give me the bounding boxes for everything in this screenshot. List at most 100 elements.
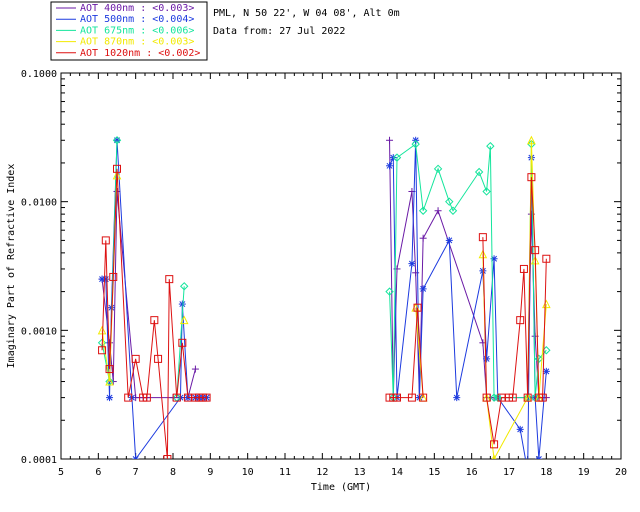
x-tick-label: 19 [578, 467, 590, 478]
x-tick-label: 11 [279, 467, 291, 478]
y-axis-label: Imaginary Part of Refractive Index [6, 164, 17, 369]
square-marker [482, 393, 491, 402]
y-tick-label: 0.0010 [21, 326, 57, 337]
series-line [389, 143, 547, 399]
y-axis: 0.1000 0.0100 0.0010 0.0001 [21, 69, 621, 466]
square-marker [490, 440, 499, 449]
square-marker [109, 272, 118, 281]
x-tick-label: 18 [540, 467, 552, 478]
data-date-text: Data from: 27 Jul 2022 [213, 26, 345, 37]
star-marker [483, 355, 491, 363]
plus-marker [191, 365, 199, 373]
plus-marker [386, 136, 394, 144]
x-tick-label: 10 [242, 467, 254, 478]
site-location-text: PML, N 50 22', W 04 08', Alt 0m [213, 8, 400, 19]
triangle-marker [97, 325, 107, 335]
star-marker [524, 468, 531, 475]
star-marker [408, 260, 416, 268]
legend-entry: AOT 675nm : <0.006> [80, 25, 194, 36]
legend-entry: AOT 870nm : <0.003> [80, 37, 194, 48]
diamond-marker [486, 141, 495, 151]
star-marker [419, 285, 427, 293]
y-tick-label: 0.0001 [21, 455, 57, 466]
series-line [101, 168, 207, 459]
star-marker [132, 455, 140, 459]
square-marker [508, 393, 517, 402]
x-tick-label: 8 [170, 467, 176, 478]
y-tick-label: 0.1000 [21, 69, 57, 80]
star-marker [535, 455, 543, 459]
x-axis: 5 6 7 8 9 10 11 12 13 14 15 16 17 18 19 20 [58, 73, 627, 478]
series-aot-870nm [97, 135, 551, 459]
square-marker [538, 393, 547, 402]
diamond-marker [411, 139, 420, 149]
diamond-marker [433, 164, 443, 174]
x-tick-label: 16 [466, 467, 478, 478]
legend-frame [50, 1, 208, 61]
plus-marker [106, 339, 114, 347]
x-tick-label: 13 [354, 467, 366, 478]
star-marker [386, 162, 394, 170]
diamond-marker [392, 153, 402, 162]
legend-entry: AOT 400nm : <0.003> [80, 3, 194, 14]
series-line [389, 140, 547, 459]
square-marker [542, 254, 551, 263]
square-marker [393, 393, 401, 402]
diamond-marker [112, 136, 122, 145]
x-tick-label: 12 [316, 467, 328, 478]
star-marker [102, 275, 110, 283]
diamond-marker [418, 206, 428, 215]
square-marker [154, 354, 163, 363]
series-aot-675nm [97, 136, 551, 402]
star-marker [542, 367, 550, 375]
square-marker [113, 164, 121, 173]
x-axis-label: Time (GMT) [311, 482, 371, 493]
x-tick-label: 6 [95, 467, 101, 478]
square-marker [172, 393, 181, 402]
legend-entry: AOT 1020nm : <0.002> [80, 48, 200, 59]
plus-marker [419, 234, 427, 242]
square-marker [131, 354, 140, 363]
legend: AOT 400nm : <0.003>AOT 500nm : <0.004>AO… [50, 1, 208, 61]
triangle-marker [179, 315, 189, 325]
square-marker [142, 393, 151, 402]
triangle-marker [542, 299, 551, 309]
square-marker [101, 236, 110, 245]
legend-entry: AOT 500nm : <0.004> [80, 14, 194, 25]
square-marker [516, 316, 525, 325]
square-marker [527, 173, 536, 182]
square-marker [163, 455, 172, 459]
x-tick-label: 9 [207, 467, 213, 478]
square-marker [413, 303, 422, 312]
square-marker [407, 393, 416, 402]
square-marker [98, 346, 107, 355]
square-marker [150, 316, 159, 325]
x-tick-label: 14 [391, 467, 403, 478]
square-marker [478, 233, 487, 242]
square-marker [519, 264, 528, 273]
x-tick-label: 7 [133, 467, 139, 478]
diamond-marker [482, 187, 491, 196]
square-marker [124, 393, 133, 402]
star-marker [106, 394, 114, 402]
x-tick-label: 20 [615, 467, 627, 478]
x-tick-label: 15 [428, 467, 440, 478]
square-marker [178, 338, 187, 347]
triangle-marker [105, 376, 114, 386]
square-marker [419, 393, 428, 402]
diamond-marker [474, 167, 484, 177]
series-aot-1020nm [98, 164, 551, 459]
diamond-marker [489, 393, 499, 402]
star-marker [516, 425, 524, 433]
star-marker [445, 236, 453, 244]
square-marker [523, 393, 532, 402]
series-line [482, 177, 547, 445]
star-marker [178, 300, 186, 308]
x-tick-label: 5 [58, 467, 64, 478]
square-marker [105, 365, 114, 374]
plus-marker [434, 207, 442, 215]
series-aot-400nm [98, 136, 550, 402]
diamond-marker [179, 282, 189, 291]
series-line [176, 286, 185, 398]
